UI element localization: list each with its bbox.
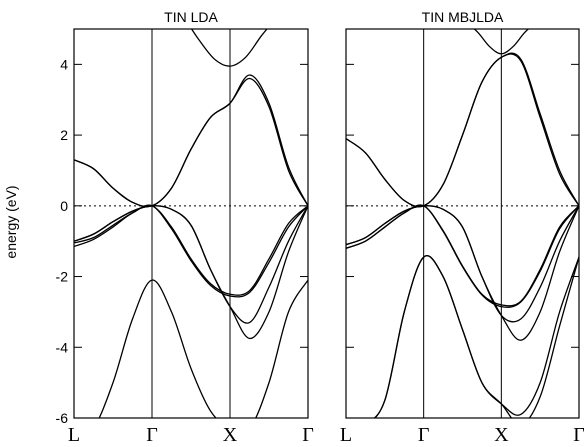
band-line-2 — [74, 204, 308, 296]
kpoint-label: Γ — [573, 424, 584, 446]
panel-frame — [73, 28, 309, 419]
y-axis-label: energy (eV) — [3, 185, 19, 258]
band-line-8 — [346, 52, 579, 208]
panel-1: TIN LDA L Γ X Γ -6 -4 -2 0 2 4 — [56, 9, 314, 446]
kpoint-label: Γ — [146, 424, 158, 446]
band-line-6 — [74, 77, 308, 208]
panel-2: TIN MBJLDA L Γ X Γ — [340, 9, 584, 446]
kpoint-label: L — [68, 424, 80, 446]
band-line-5 — [74, 205, 308, 340]
kpoint-label: X — [494, 424, 509, 446]
panel-frame — [345, 28, 580, 419]
kpoint-label: X — [223, 424, 238, 446]
band-line-2 — [373, 255, 579, 418]
bands — [74, 29, 308, 418]
band-line-4 — [346, 204, 579, 308]
y-tick-label: 0 — [60, 198, 68, 214]
y-tick-label: 4 — [60, 56, 68, 72]
band-line-3 — [74, 204, 308, 298]
y-tick-label: -6 — [56, 410, 69, 426]
band-line-4 — [74, 205, 308, 324]
kpoint-label: L — [340, 424, 352, 446]
kpoint-label: Γ — [302, 424, 314, 446]
band-line-3 — [346, 204, 579, 307]
y-tick-label: -2 — [56, 269, 69, 285]
panel-title: TIN LDA — [164, 9, 218, 25]
bands — [346, 29, 579, 418]
y-tick-label: -4 — [56, 339, 69, 355]
band-line-7 — [346, 53, 579, 208]
panels: TIN LDA L Γ X Γ -6 -4 -2 0 2 4 TIN MBJLDA L Γ X Γ — [56, 9, 584, 446]
kpoint-label: Γ — [418, 424, 430, 446]
band-line-6 — [346, 205, 579, 341]
band-line-7 — [74, 74, 308, 208]
panel-title: TIN MBJLDA — [422, 9, 504, 25]
y-tick-label: 2 — [60, 127, 68, 143]
band-line-1 — [98, 279, 308, 418]
